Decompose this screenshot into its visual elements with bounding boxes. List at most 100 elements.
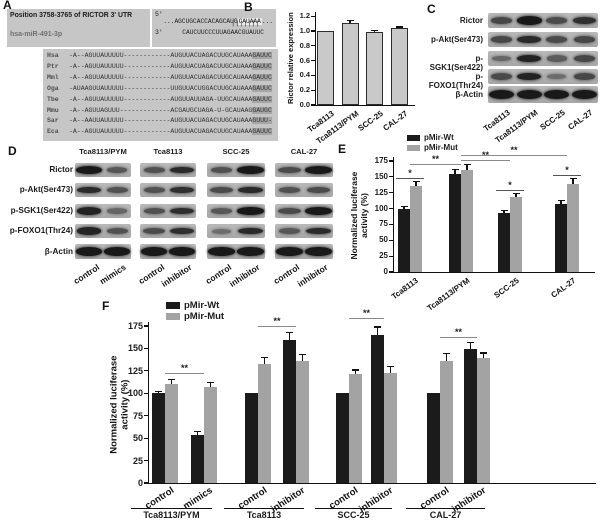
alignment-seed-region: GAUGC [252,106,272,114]
error-bar-cap [374,326,381,328]
blot-band [210,208,233,214]
y-tick [144,482,148,484]
blot-strip [140,224,196,238]
bar [341,22,359,105]
blot-band [278,187,301,193]
y-tick-label: 0 [383,267,388,276]
blot-band [278,208,301,214]
blot-band [546,36,568,43]
panel-f: F 0 25 50 75 100 125 150 175 control mimics contro… [98,296,600,522]
x-group-label: SCC-25 [337,510,370,520]
error-bar [354,369,357,375]
bar-pMir-Mut [165,384,178,483]
panel-b-label: B [244,0,253,14]
blot-strip [140,204,196,218]
base-pairing-bars: ||||||| [231,20,260,27]
sig-bracket-label: ** [180,362,188,373]
blot-band [305,207,332,215]
error-bar-cap [168,379,175,381]
y-axis [315,12,317,105]
blot-band [491,36,513,43]
sig-bracket-line [461,159,510,161]
utr-seq-seed: CAUAAA [237,18,262,25]
mirna-name-label: hsa-miR-491-3p [10,31,63,38]
error-bar-cap [463,163,471,165]
y-tick-label: 0 [137,478,143,488]
bar-pMir-Wt [464,349,477,483]
error-bar-cap [352,369,359,371]
bar-pMir-Wt [283,340,296,483]
panel-c: C Rictor p-Akt(Ser473) p-SGK1(Ser422) p-FOX… [425,0,600,145]
blot-group-title: Tca8113 [153,147,183,156]
x-group-line [131,508,212,509]
y-tick [311,45,315,47]
y-tick [389,271,393,273]
bar-pMir-Mut [567,183,579,272]
x-axis [148,483,596,485]
y-axis-title: Normalized luciferase activity (%) [348,171,369,260]
blot-strip [140,183,196,197]
legend-swatch [166,302,180,309]
y-tick-label: 1.2 [299,11,310,21]
utr-seq-prefix: ...AGCUGCACCACAGCAUG [163,18,238,25]
bar-pMir-Wt [498,213,510,272]
error-bar-cap [412,180,420,182]
blot-band [106,167,128,173]
blot-row-label: p-FOXO1(Thr24) [428,71,483,90]
y-tick-label: 175 [127,321,143,332]
error-bar-cap [557,199,565,201]
error-bar [349,20,351,23]
error-bar-cap [396,26,403,28]
bar [366,31,383,105]
sig-bracket-label: ** [362,307,370,318]
x-axis [315,105,415,107]
error-bar-cap [569,178,577,180]
x-group-line [315,508,392,509]
blot-band [546,55,567,62]
bar-pMir-Wt [398,208,410,272]
legend-label: pMir-Wt [184,300,220,311]
lane-label: control [71,262,102,287]
blot-strip [75,183,131,197]
alignment-sequence: -A--AGUUAUUUUU------------AUGUUAUUAGA-UU… [69,95,272,103]
sig-bracket-line [349,317,384,320]
blot-band [237,247,264,256]
panel-f-label: F [102,299,110,313]
lane-label: SCC-25 [538,108,568,133]
sig-line [396,177,424,179]
bar-pMir-Wt [152,393,165,483]
sig-line [553,174,581,176]
lane-label: mimics [97,262,129,287]
y-tick [389,223,393,226]
blot-band [276,247,303,256]
bar-pMir-Mut [461,169,473,272]
blot-strip [275,183,333,197]
y-tick [311,89,315,91]
blot-band [76,207,102,215]
blot-band [210,167,233,173]
y-tick-label: 0.2 [299,85,310,95]
blot-band [572,16,596,25]
blot-band [516,16,542,25]
blot-band [170,166,194,174]
alignment-sequence: -AUAAGUUAUUUUU------------UUGUUACUGGACUU… [69,84,272,92]
blot-band [170,207,194,215]
blot-strip [488,32,598,47]
five-prime-label: 5' [155,11,163,18]
y-tick [311,74,315,76]
blot-row-label: p-FOXO1(Thr24) [9,226,73,235]
blot-band [517,35,541,44]
alignment-species: Eca [47,128,59,136]
error-bar-cap [286,331,293,333]
error-bar-cap [155,390,162,393]
blot-band [143,228,165,234]
error-bar-cap [400,206,408,208]
blot-band [141,247,167,256]
blot-group-title: Tca8113/PYM [79,147,127,156]
panel-a: A Position 3758-3765 of RICTOR 3' UTR hs… [0,0,290,148]
sig-line [496,189,524,191]
y-tick-label: 0.6 [299,55,310,65]
sig-bracket-label: ** [431,154,439,165]
y-tick-label: 25 [132,455,143,466]
